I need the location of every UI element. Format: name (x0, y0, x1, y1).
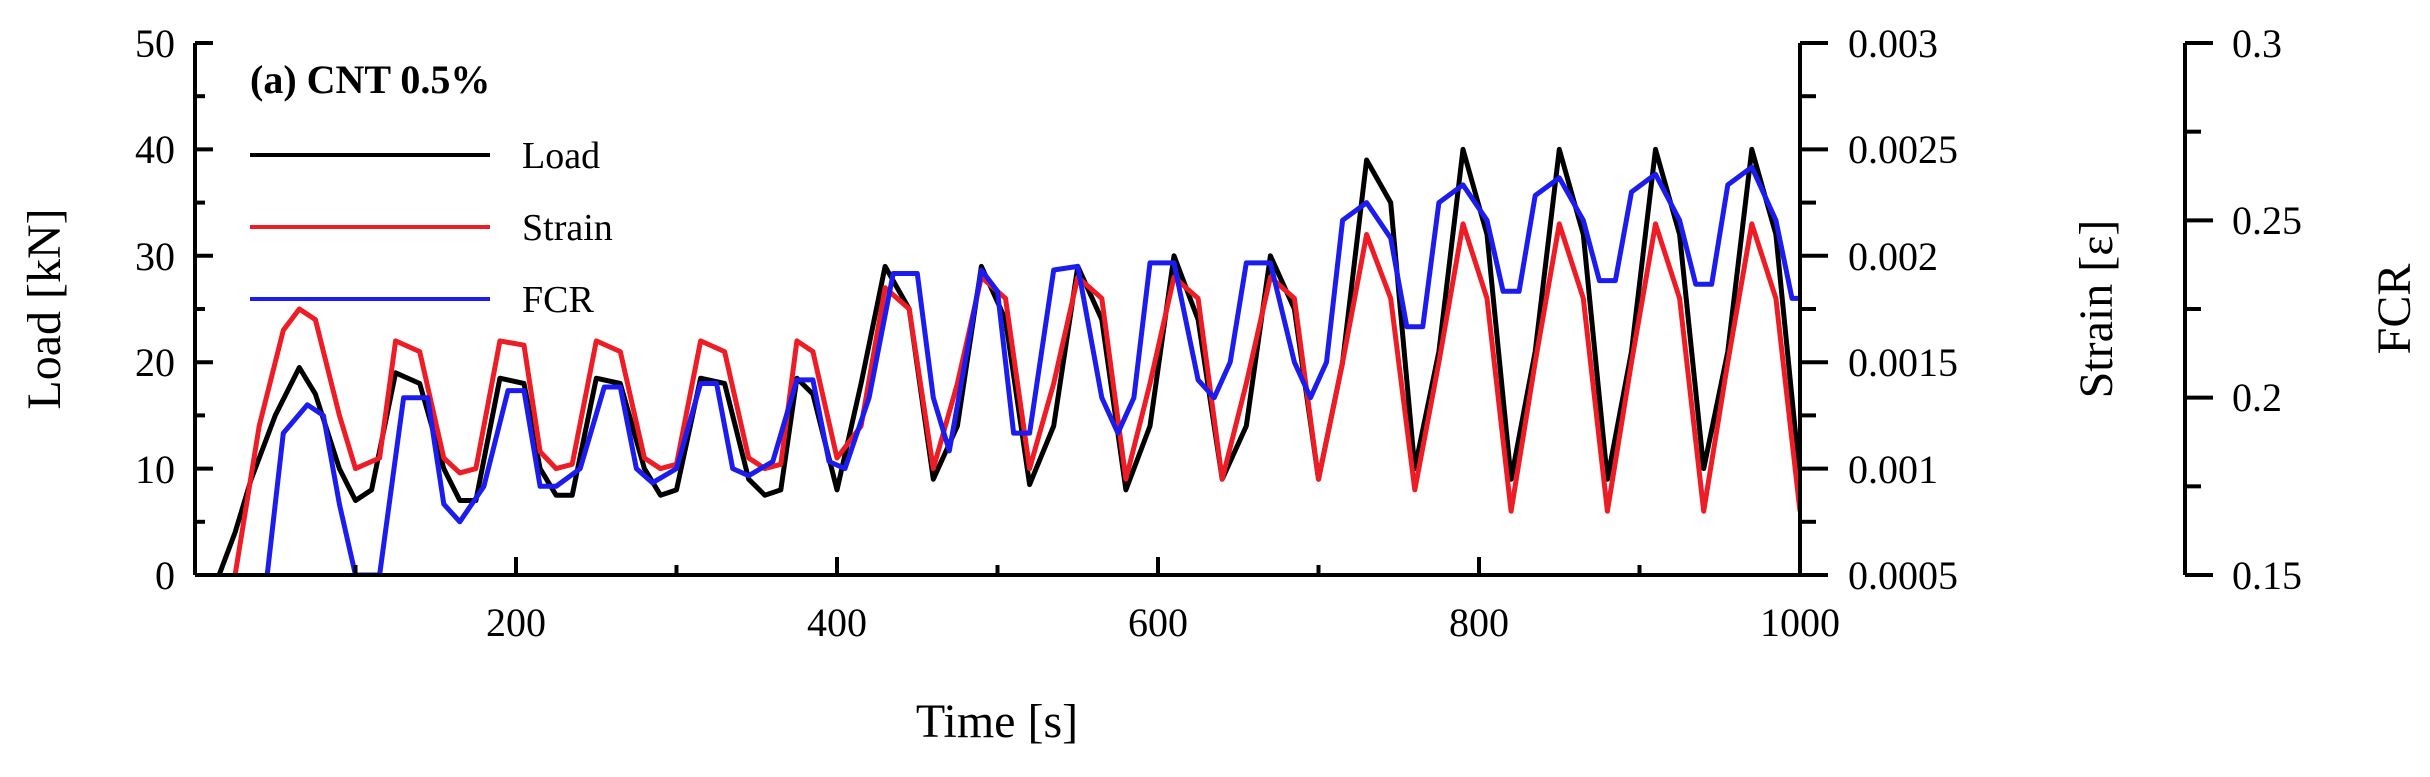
fcr-tick-label: 0.3 (2232, 21, 2282, 66)
strain-tick-label: 0.0025 (1848, 127, 1958, 172)
load-tick-label: 50 (135, 21, 175, 66)
legend-label-strain: Strain (522, 207, 613, 249)
strain-axis-title: Strain [ε] (2070, 220, 2123, 399)
strain-tick-label: 0.003 (1848, 21, 1938, 66)
fcr-tick-label: 0.2 (2232, 375, 2282, 420)
legend-label-load: Load (522, 135, 600, 177)
load-tick-label: 20 (135, 340, 175, 385)
fcr-axis-title: FCR (2368, 264, 2421, 355)
legend-label-fcr: FCR (522, 279, 594, 321)
load-axis-title: Load [kN] (18, 208, 71, 409)
load-tick-label: 0 (155, 553, 175, 598)
x-tick-label: 600 (1128, 600, 1188, 645)
series-line-load (216, 146, 1800, 575)
x-tick-label: 200 (486, 600, 546, 645)
fcr-tick-label: 0.25 (2232, 198, 2302, 243)
legend: Load Strain FCR (250, 135, 613, 321)
strain-tick-label: 0.0005 (1848, 553, 1958, 598)
strain-tick-label: 0.002 (1848, 234, 1938, 279)
chart-title: (a) CNT 0.5% (250, 57, 490, 102)
load-tick-label: 30 (135, 234, 175, 279)
fcr-tick-label: 0.15 (2232, 553, 2302, 598)
x-tick-label: 400 (807, 600, 867, 645)
x-tick-label: 1000 (1760, 600, 1840, 645)
load-series-layer (216, 146, 1800, 575)
load-tick-label: 10 (135, 447, 175, 492)
series-line-strain (232, 221, 1800, 575)
strain-tick-label: 0.0015 (1848, 340, 1958, 385)
x-tick-label: 800 (1449, 600, 1509, 645)
x-axis-title: Time [s] (916, 695, 1078, 748)
strain-tick-label: 0.001 (1848, 447, 1938, 492)
load-tick-label: 40 (135, 127, 175, 172)
series-line-fcr (264, 164, 1800, 575)
ticks-layer (195, 41, 2213, 577)
